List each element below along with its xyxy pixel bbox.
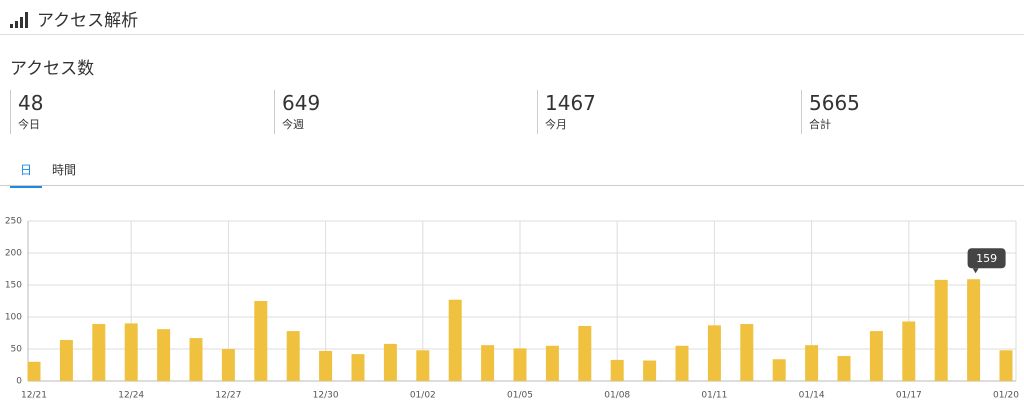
y-tick-label: 200 [5, 249, 22, 259]
bar [578, 325, 592, 381]
tab[interactable]: 時間 [52, 163, 77, 177]
bar [416, 350, 430, 381]
header-title: アクセス解析 [37, 11, 139, 31]
stat: 1467 今月 [537, 90, 596, 134]
bar [805, 345, 819, 381]
section-title: アクセス数 [10, 59, 95, 79]
x-tick-label: 12/27 [215, 391, 241, 401]
x-tick-label: 12/21 [21, 391, 47, 401]
bar [254, 301, 268, 381]
stat-value: 1467 [545, 91, 596, 115]
stat: 5665 合計 [801, 90, 860, 134]
bar [319, 350, 333, 381]
bar [448, 299, 462, 381]
y-tick-label: 100 [5, 313, 22, 323]
divider [0, 185, 1024, 186]
bar [124, 323, 138, 381]
y-tick-label: 150 [5, 281, 22, 291]
y-tick-label: 0 [16, 377, 22, 387]
tooltip-label: 159 [976, 252, 997, 265]
tooltip [967, 248, 1006, 269]
stat-value: 5665 [809, 91, 860, 115]
x-tick-label: 01/14 [799, 391, 825, 401]
x-tick-label: 01/20 [993, 391, 1019, 401]
bar [837, 356, 851, 381]
header: アクセス解析 [10, 6, 138, 31]
tooltip-pointer [972, 268, 979, 274]
x-tick-label: 01/11 [701, 391, 727, 401]
x-tick-label: 12/24 [118, 391, 144, 401]
bar [740, 324, 754, 381]
bar [999, 350, 1013, 381]
stat-label: 今月 [545, 118, 567, 131]
stat: 649 今週 [274, 90, 320, 134]
bar [967, 279, 981, 381]
bar [707, 325, 721, 381]
bar [869, 331, 883, 381]
tabs: 日 時間 [10, 156, 86, 188]
x-tick-label: 01/05 [507, 391, 533, 401]
bar [902, 321, 916, 381]
x-tick-label: 01/17 [896, 391, 922, 401]
bar [59, 340, 73, 381]
bar [92, 324, 106, 381]
x-tick-label: 01/02 [410, 391, 436, 401]
bar [286, 331, 300, 381]
bar [221, 349, 235, 381]
bar [545, 345, 559, 381]
bar [513, 348, 527, 381]
y-tick-label: 50 [11, 345, 23, 355]
x-tick-label: 12/30 [313, 391, 339, 401]
bar [675, 345, 689, 381]
signal-icon [10, 11, 28, 28]
stat-label: 今週 [282, 118, 304, 131]
bar [27, 361, 41, 381]
y-tick-label: 250 [5, 217, 22, 227]
tab[interactable]: 日 [10, 156, 43, 188]
bar [610, 359, 624, 381]
bar [189, 338, 203, 381]
stat-value: 48 [18, 91, 44, 115]
divider [0, 34, 1024, 35]
bar [351, 354, 365, 381]
bar [157, 329, 171, 381]
x-tick-label: 01/08 [604, 391, 630, 401]
bar [772, 359, 786, 381]
bar [934, 279, 948, 381]
bar [383, 343, 397, 381]
stat-label: 合計 [809, 118, 831, 131]
bar [643, 360, 657, 381]
bar [481, 345, 495, 381]
stat: 48 今日 [10, 90, 43, 134]
stat-value: 649 [282, 91, 321, 115]
stat-label: 今日 [18, 118, 40, 131]
